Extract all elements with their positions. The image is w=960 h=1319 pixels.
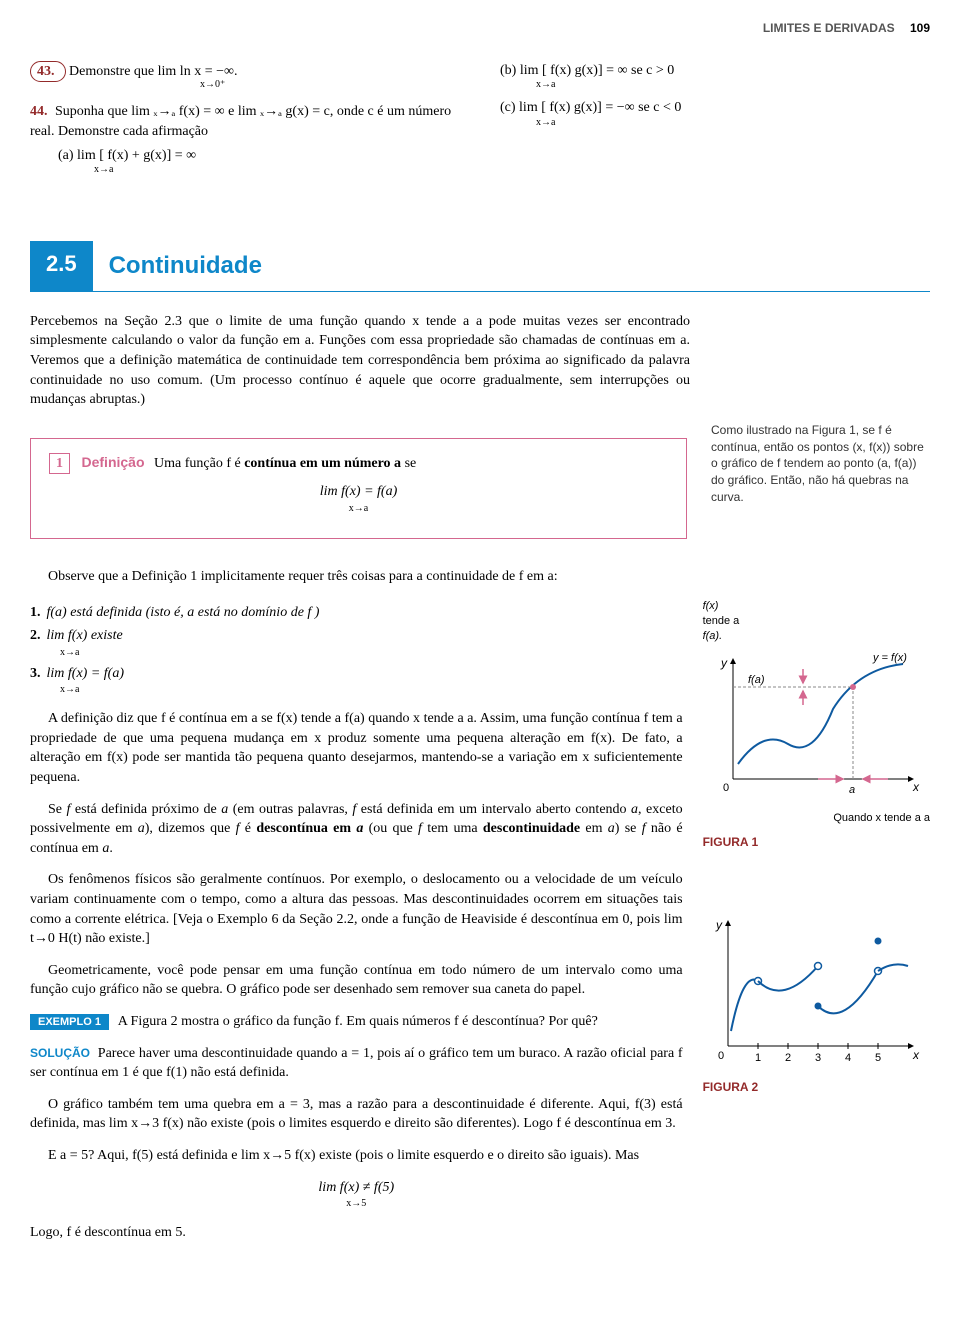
sol-formula-sub: x→5 — [30, 1197, 683, 1211]
figure-1-label: FIGURA 1 — [703, 834, 930, 851]
sol-formula: lim f(x) ≠ f(5) x→5 — [30, 1178, 683, 1212]
ex44-b-sub: x→a — [536, 78, 930, 92]
req-1: 1.f(a) está definida (isto é, a está no … — [30, 603, 683, 623]
exemplo-label: EXEMPLO 1 — [30, 1014, 109, 1030]
definition-row: 1 Definição Uma função f é contínua em u… — [30, 422, 930, 555]
def-text-b: contínua em um número a — [244, 456, 401, 471]
fig1-a-label: a — [849, 784, 855, 796]
req2-sub: x→a — [60, 646, 683, 660]
solucao-label: SOLUÇÃO — [30, 1046, 90, 1060]
page-number: 109 — [910, 21, 930, 35]
ex44-a: (a) lim [ f(x) + g(x)] = ∞ x→a — [58, 146, 460, 178]
body-p2: Se f está definida próximo de a (em outr… — [30, 800, 683, 859]
fig1-left-text: f(x) tende a f(a). — [703, 599, 930, 645]
definition-label: Definição — [82, 454, 145, 470]
definition-number: 1 — [49, 453, 70, 475]
solucao-p1: SOLUÇÃO Parece haver uma descontinuidade… — [30, 1044, 683, 1083]
exercise-right: (b) lim [ f(x) g(x)] = ∞ se c > 0 x→a (c… — [500, 57, 930, 181]
solucao-p2: O gráfico também tem uma quebra em a = 3… — [30, 1095, 683, 1134]
section-title: Continuidade — [93, 241, 930, 292]
ex43-text: Demonstre que lim ln x = −∞. — [69, 64, 237, 79]
page-header: LIMITES E DERIVADAS 109 — [30, 20, 930, 37]
exercise-left: 43. Demonstre que lim ln x = −∞. x→0⁺ 44… — [30, 57, 460, 181]
figure-2-svg: y x 0 1 2 3 4 5 — [703, 911, 923, 1071]
fig2-x-label: x — [912, 1048, 920, 1062]
fig2-tick-5: 5 — [875, 1052, 881, 1064]
fig1-origin: 0 — [723, 782, 729, 794]
figure-2-label: FIGURA 2 — [703, 1079, 930, 1096]
body-p3: Os fenômenos físicos são geralmente cont… — [30, 870, 683, 948]
ex43-num: 43. — [37, 64, 55, 79]
exercise-43: 43. Demonstre que lim ln x = −∞. x→0⁺ — [30, 61, 460, 93]
body-p4: Geometricamente, você pode pensar em uma… — [30, 961, 683, 1000]
figure-1-svg: y x 0 y = f(x) f(a) a — [703, 649, 923, 809]
obs-line: Observe que a Definição 1 implicitamente… — [30, 567, 690, 587]
exercise-block: 43. Demonstre que lim ln x = −∞. x→0⁺ 44… — [30, 57, 930, 181]
def-text-c: se — [401, 456, 416, 471]
exemplo-1: EXEMPLO 1 A Figura 2 mostra o gráfico da… — [30, 1012, 683, 1032]
req-3: 3.lim f(x) = f(a) x→a — [30, 664, 683, 698]
definition-sidenote: Como ilustrado na Figura 1, se f é contí… — [711, 422, 930, 506]
intro-block: Percebemos na Seção 2.3 que o limite de … — [30, 312, 690, 410]
fig2-tick-1: 1 — [755, 1052, 761, 1064]
fig1-x-label: x — [912, 780, 920, 794]
fig1-fa-label: f(a) — [748, 674, 765, 686]
solucao-p3: E a = 5? Aqui, f(5) está definida e lim … — [30, 1146, 683, 1166]
solucao-p4: Logo, f é descontínua em 5. — [30, 1223, 683, 1243]
req-2: 2.lim f(x) existe x→a — [30, 626, 683, 660]
ex44-c-sub: x→a — [536, 116, 930, 130]
ex44-c: (c) lim [ f(x) g(x)] = −∞ se c < 0 x→a — [500, 98, 930, 130]
requirements-row: 1.f(a) está definida (isto é, a está no … — [30, 599, 930, 1255]
body-p1: A definição diz que f é contínua em a se… — [30, 709, 683, 787]
fig2-y-label: y — [715, 918, 723, 932]
fig2-origin: 0 — [718, 1050, 724, 1062]
def-formula-sub: x→a — [49, 502, 668, 516]
intro-paragraph: Percebemos na Seção 2.3 que o limite de … — [30, 312, 690, 410]
ex44-num: 44. — [30, 104, 48, 119]
exemplo-question: A Figura 2 mostra o gráfico da função f.… — [118, 1014, 598, 1029]
ex44-text: Suponha que lim ₓ→ₐ f(x) = ∞ e lim ₓ→ₐ g… — [30, 104, 451, 139]
ex44-b: (b) lim [ f(x) g(x)] = ∞ se c > 0 x→a — [500, 61, 930, 93]
section-heading: 2.5 Continuidade — [30, 241, 930, 292]
obs-block: Observe que a Definição 1 implicitamente… — [30, 567, 690, 587]
ex44-a-sub: x→a — [94, 163, 460, 177]
req3-sub: x→a — [60, 683, 683, 697]
fig1-y-label: y — [720, 656, 728, 670]
def-formula: lim f(x) = f(a) x→a — [49, 482, 668, 516]
fig1-curve-label: y = f(x) — [872, 652, 907, 664]
fig2-tick-2: 2 — [785, 1052, 791, 1064]
ex43-sub: x→0⁺ — [200, 78, 460, 92]
definition-box: 1 Definição Uma função f é contínua em u… — [30, 438, 687, 539]
exercise-44: 44. Suponha que lim ₓ→ₐ f(x) = ∞ e lim ₓ… — [30, 102, 460, 141]
fig2-tick-3: 3 — [815, 1052, 821, 1064]
figure-2-wrap: y x 0 1 2 3 4 5 — [703, 911, 930, 1096]
section-number: 2.5 — [30, 241, 93, 292]
fig2-tick-4: 4 — [845, 1052, 851, 1064]
def-text-a: Uma função f é — [154, 456, 244, 471]
figures-sidebar: f(x) tende a f(a). y x 0 y = f(x) — [703, 599, 930, 1255]
fig1-bottom-text: Quando x tende a a — [703, 811, 930, 826]
header-title: LIMITES E DERIVADAS — [763, 21, 895, 35]
